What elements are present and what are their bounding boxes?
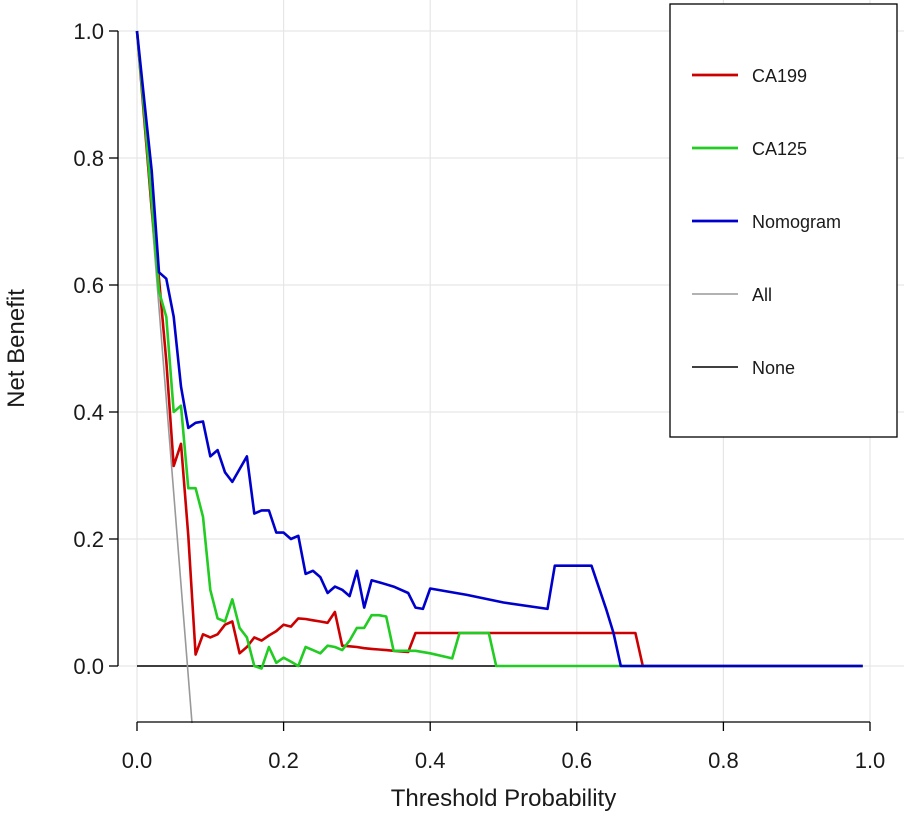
x-tick-label: 0.0: [122, 748, 153, 773]
series-line-nomogram: [135, 30, 863, 668]
y-axis-title: Net Benefit: [3, 289, 30, 408]
axes: [109, 30, 871, 731]
tick-labels: 0.0 0.2 0.4 0.6 0.8 1.0 0.0 0.2 0.4 0.6 0.8 1.0: [73, 19, 885, 773]
x-tick-label: 0.2: [268, 748, 299, 773]
series-line-ca125: [135, 30, 863, 670]
x-tick-label: 0.4: [415, 748, 446, 773]
y-tick-label: 0.2: [73, 527, 104, 552]
legend-label-ca125: CA125: [752, 139, 807, 159]
series-layer: [135, 30, 863, 724]
legend-label-ca199: CA199: [752, 66, 807, 86]
legend-label-none: None: [752, 358, 795, 378]
y-tick-label: 1.0: [73, 19, 104, 44]
y-tick-label: 0.4: [73, 400, 104, 425]
x-axis-title: Threshold Probability: [391, 785, 616, 812]
legend-label-nomogram: Nomogram: [752, 212, 841, 232]
y-tick-label: 0.0: [73, 654, 104, 679]
legend-label-all: All: [752, 285, 772, 305]
x-tick-label: 1.0: [855, 748, 886, 773]
series-line-ca199: [135, 30, 863, 668]
y-tick-label: 0.8: [73, 146, 104, 171]
x-tick-label: 0.6: [562, 748, 593, 773]
x-tick-label: 0.8: [708, 748, 739, 773]
legend: CA199 CA125 Nomogram All None: [669, 3, 898, 438]
y-tick-label: 0.6: [73, 273, 104, 298]
